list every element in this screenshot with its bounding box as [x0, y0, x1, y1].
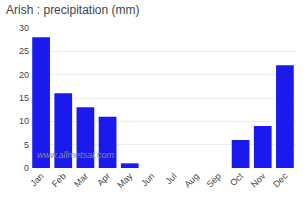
svg-text:15: 15: [19, 93, 29, 103]
svg-text:30: 30: [19, 23, 29, 33]
svg-text:Arish : precipitation (mm): Arish : precipitation (mm): [6, 3, 139, 17]
svg-text:Dec: Dec: [271, 171, 290, 190]
svg-text:Apr: Apr: [95, 171, 112, 188]
svg-text:25: 25: [19, 46, 29, 56]
svg-text:20: 20: [19, 70, 29, 80]
svg-text:Aug: Aug: [182, 171, 200, 189]
svg-text:Jul: Jul: [163, 171, 178, 186]
svg-text:Feb: Feb: [50, 171, 68, 189]
svg-text:May: May: [115, 171, 134, 190]
svg-text:5: 5: [24, 140, 29, 150]
svg-text:Nov: Nov: [249, 171, 268, 190]
svg-text:0: 0: [24, 163, 29, 173]
svg-text:Oct: Oct: [228, 171, 245, 188]
svg-text:10: 10: [19, 116, 29, 126]
svg-text:Sep: Sep: [205, 171, 223, 189]
svg-text:Mar: Mar: [72, 171, 90, 189]
svg-text:www.allmetsat.com: www.allmetsat.com: [37, 150, 115, 160]
svg-text:Jun: Jun: [139, 171, 156, 188]
svg-text:Jan: Jan: [28, 171, 45, 188]
